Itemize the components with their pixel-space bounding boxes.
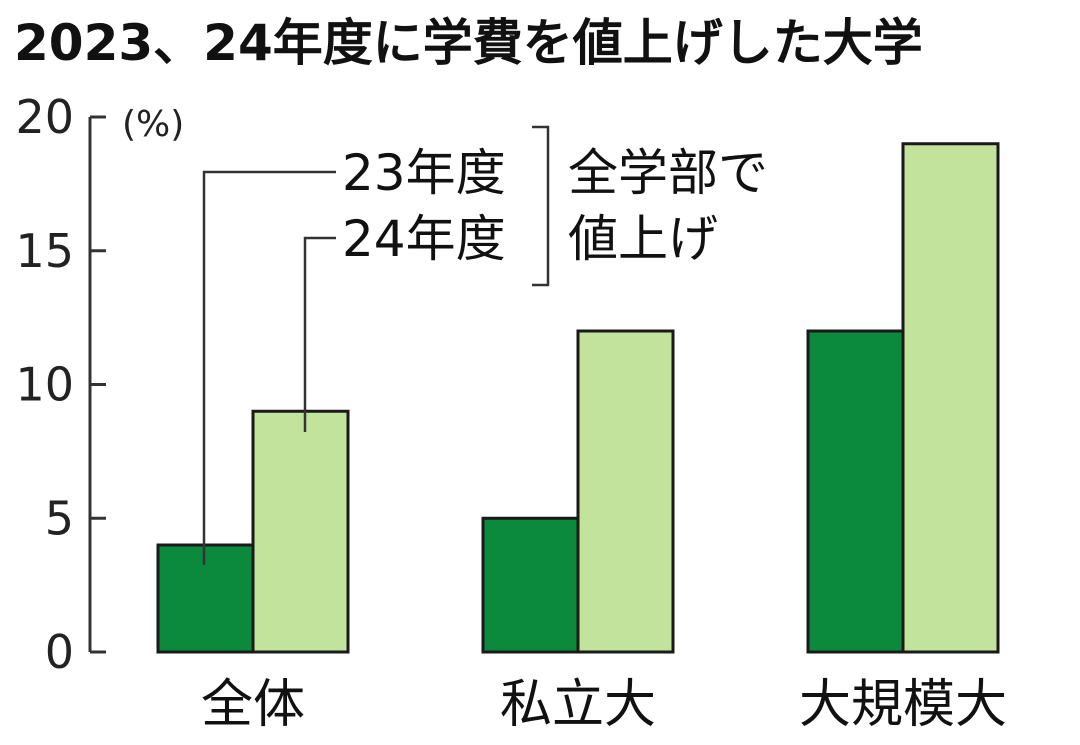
legend-bracket — [532, 125, 550, 287]
bar-24-cat-0 — [251, 409, 350, 654]
bar-24-cat-1 — [576, 329, 675, 654]
chart-title: 2023、24年度に学費を値上げした大学 — [14, 14, 923, 72]
y-tick-label: 20 — [15, 90, 74, 144]
bar-23-cat-2 — [806, 329, 905, 654]
bar-23-cat-0 — [156, 543, 255, 654]
x-category-label: 大規模大 — [799, 675, 1007, 735]
legend-note-line-1: 全学部で — [568, 144, 768, 202]
legend-note-line-2: 値上げ — [568, 210, 718, 268]
y-tick-label: 15 — [15, 224, 74, 278]
y-tick-label: 5 — [45, 491, 74, 545]
bar-23-cat-1 — [481, 516, 580, 654]
legend-leader-23 — [202, 170, 336, 565]
bar-24-cat-2 — [901, 142, 1000, 654]
legend-leader-24 — [303, 236, 336, 432]
y-tick-label: 10 — [15, 358, 74, 412]
y-tick-label: 0 — [45, 625, 74, 679]
category-labels: 全体 私立大 大規模大 — [201, 675, 1007, 735]
y-axis-unit-label: (%) — [122, 104, 184, 145]
legend-entry-23: 23年度 — [342, 144, 506, 202]
x-category-label: 私立大 — [500, 675, 656, 735]
legend-entry-24: 24年度 — [342, 210, 506, 268]
legend: 23年度 24年度 全学部で 値上げ — [202, 125, 768, 565]
y-axis: 0 5 10 15 20 — [15, 90, 106, 679]
x-category-label: 全体 — [201, 675, 305, 735]
bar-group — [156, 142, 1000, 654]
